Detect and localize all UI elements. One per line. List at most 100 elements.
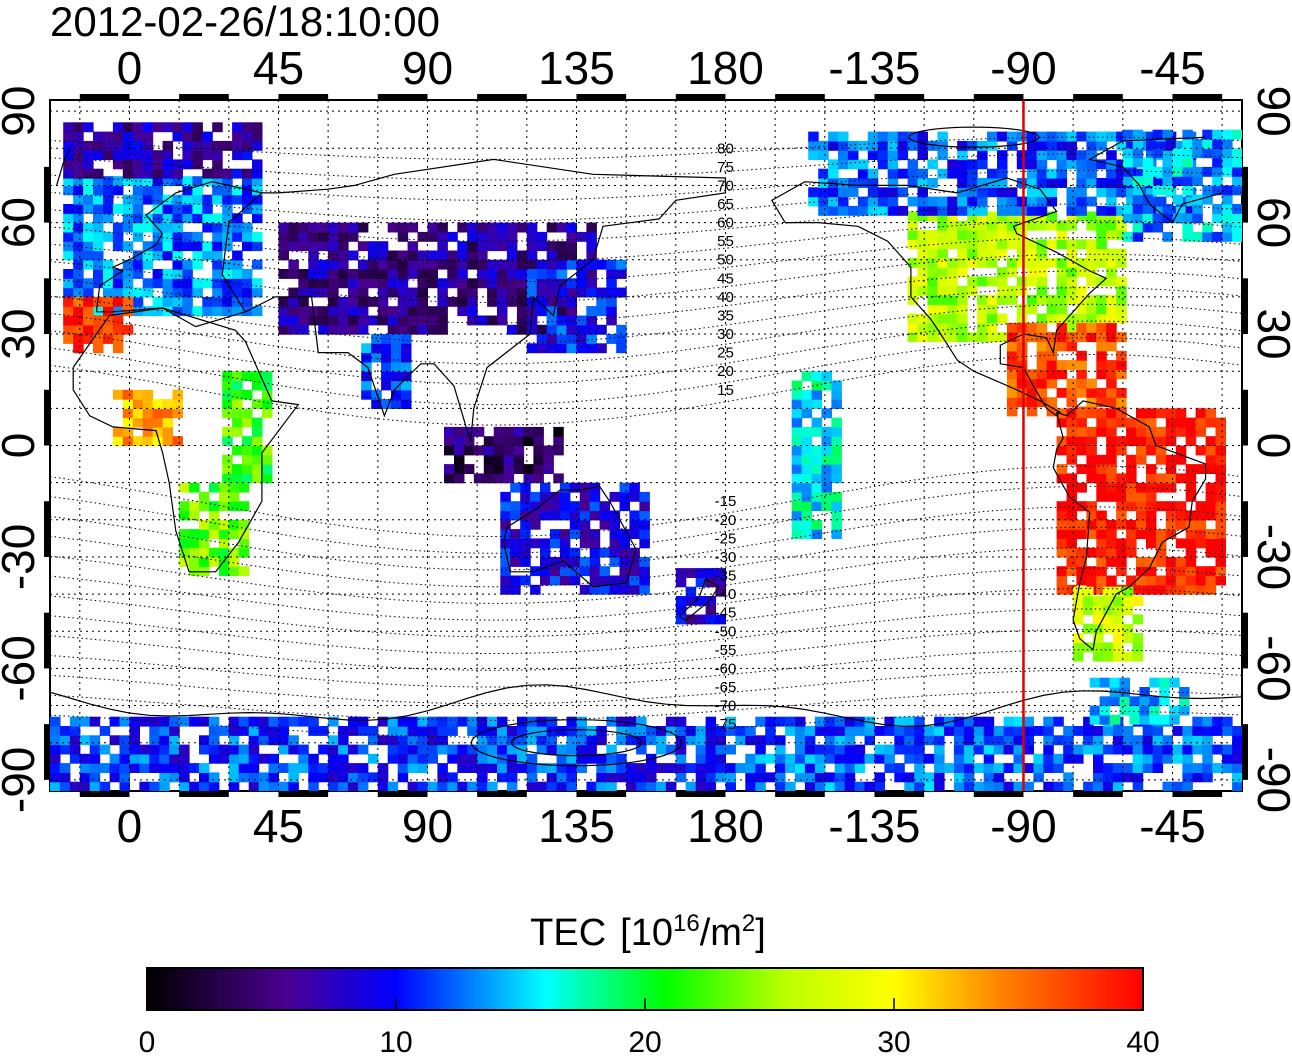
tec-cell xyxy=(639,557,650,567)
tec-cell xyxy=(566,287,577,298)
tec-cell xyxy=(1066,408,1077,419)
y-tick-label-right: 60 xyxy=(1248,197,1292,248)
tec-cell xyxy=(576,269,587,279)
tec-cell xyxy=(1215,519,1226,530)
tec-cell xyxy=(828,187,839,198)
tec-cell xyxy=(1106,417,1117,428)
tec-data-layer xyxy=(50,122,1242,791)
tec-cell xyxy=(387,744,399,755)
tec-cell xyxy=(546,343,558,354)
contour-label: -30 xyxy=(715,549,737,566)
tec-cell xyxy=(1073,726,1084,736)
tec-cell xyxy=(103,213,114,224)
tec-cell xyxy=(1185,529,1197,539)
tec-cell xyxy=(437,324,448,335)
tec-cell xyxy=(520,575,531,586)
tec-cell xyxy=(497,287,508,298)
tec-cell xyxy=(1116,482,1127,493)
tec-cell xyxy=(381,361,392,372)
tec-cell xyxy=(576,231,587,242)
tec-cell xyxy=(867,196,879,207)
tec-cell xyxy=(811,426,823,437)
tec-cell xyxy=(1116,168,1127,179)
tec-cell xyxy=(391,361,402,372)
tec-cell xyxy=(1106,131,1117,142)
tec-cell xyxy=(119,753,130,764)
tec-cell xyxy=(510,557,521,567)
tec-cell xyxy=(536,334,548,344)
tec-cell xyxy=(599,519,611,530)
tec-cell xyxy=(189,781,200,791)
tec-cell xyxy=(122,296,134,307)
tec-cell xyxy=(821,426,832,437)
tec-cell xyxy=(536,278,548,289)
tec-cell xyxy=(1116,397,1127,408)
tec-cell xyxy=(1016,220,1028,231)
tec-cell xyxy=(1106,473,1117,484)
tec-cell xyxy=(874,772,885,783)
tec-cell xyxy=(1083,716,1094,727)
tec-cell xyxy=(242,445,253,456)
tec-cell xyxy=(639,575,650,586)
frame-bar xyxy=(1242,612,1248,669)
tec-cell xyxy=(1066,387,1077,398)
tec-cell xyxy=(1106,196,1117,207)
tec-cell xyxy=(1162,129,1173,140)
tec-cell xyxy=(540,575,551,586)
tec-cell xyxy=(467,278,478,289)
tec-cell xyxy=(844,716,856,727)
tec-cell xyxy=(566,763,577,773)
tec-cell xyxy=(804,781,816,791)
tec-cell xyxy=(510,584,521,595)
tec-cell xyxy=(1175,501,1187,512)
tec-cell xyxy=(556,726,568,736)
tec-region-iberia-morocco xyxy=(63,296,134,354)
tec-cell xyxy=(377,278,389,289)
frame-bar xyxy=(179,94,229,100)
tec-cell xyxy=(1073,605,1084,616)
tec-cell xyxy=(775,781,786,791)
tec-cell xyxy=(159,763,170,773)
tec-cell xyxy=(454,464,465,474)
tec-cell xyxy=(947,313,958,324)
tec-cell xyxy=(1146,436,1157,447)
x-tick-label-top: -90 xyxy=(990,42,1056,94)
tec-cell xyxy=(599,510,611,521)
tec-cell xyxy=(596,772,607,783)
tec-cell xyxy=(278,222,289,233)
tec-cell xyxy=(725,744,736,755)
tec-cell xyxy=(1093,605,1104,616)
tec-cell xyxy=(1096,360,1107,370)
tec-cell xyxy=(1066,285,1077,296)
tec-cell xyxy=(1202,716,1213,727)
tec-cell xyxy=(1136,557,1147,567)
tec-cell xyxy=(533,436,544,447)
tec-cell xyxy=(917,230,928,240)
tec-cell xyxy=(1036,341,1048,352)
tec-cell xyxy=(957,257,968,268)
tec-cell xyxy=(848,187,859,198)
tec-cell xyxy=(268,772,279,783)
tec-cell xyxy=(556,315,568,326)
tec-cell xyxy=(795,735,806,746)
tec-cell xyxy=(1116,360,1127,370)
tec-cell xyxy=(278,781,289,791)
tec-cell xyxy=(1036,220,1048,231)
tec-cell xyxy=(1142,157,1154,168)
tec-cell xyxy=(1036,168,1048,179)
tec-cell xyxy=(506,278,518,289)
tec-cell xyxy=(506,324,518,335)
tec-cell xyxy=(927,159,938,170)
tec-cell xyxy=(199,529,210,539)
tec-cell xyxy=(222,454,233,465)
tec-cell xyxy=(381,352,392,363)
tec-cell xyxy=(828,178,839,188)
tec-cell xyxy=(172,250,183,261)
tec-cell xyxy=(103,185,114,196)
tec-cell xyxy=(1066,547,1077,558)
tec-cell xyxy=(520,501,531,512)
tec-cell xyxy=(248,763,260,773)
tec-cell xyxy=(1073,744,1084,755)
tec-cell xyxy=(1076,360,1087,370)
tec-cell xyxy=(328,296,339,307)
